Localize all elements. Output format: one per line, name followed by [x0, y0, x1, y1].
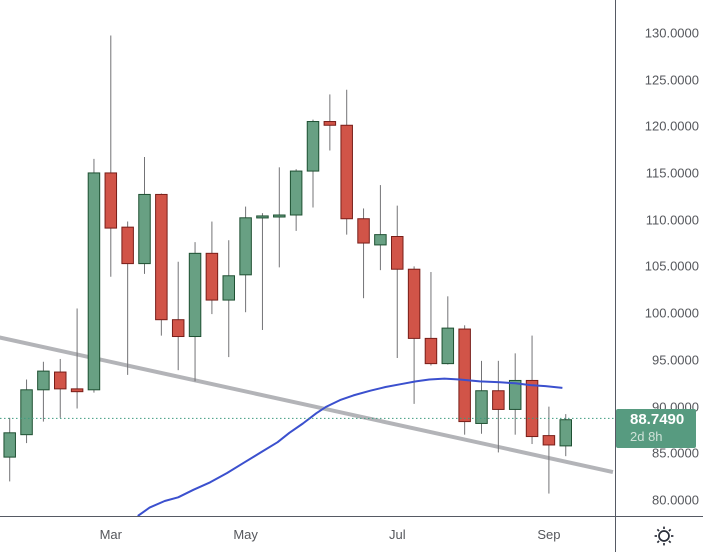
- ma-line: [137, 377, 563, 516]
- candle: [3, 417, 16, 482]
- candle: [273, 167, 286, 268]
- chart-plot-area[interactable]: [0, 0, 615, 516]
- price-axis-label: 105.0000: [644, 258, 699, 274]
- candle-body-down: [458, 328, 471, 423]
- candle: [475, 360, 488, 434]
- price-axis-label: 125.0000: [644, 72, 699, 87]
- candle-body-down: [391, 236, 404, 270]
- candle: [222, 240, 235, 358]
- candle-body-down: [205, 252, 219, 301]
- candle: [441, 296, 455, 365]
- bar-close-countdown: 2d 8h: [630, 428, 663, 444]
- candle: [155, 193, 168, 336]
- candle-body-down: [525, 379, 539, 438]
- candle-body-up: [222, 275, 235, 301]
- candle-body-down: [121, 226, 134, 265]
- trend-line[interactable]: [0, 335, 614, 475]
- candle-body-up: [20, 389, 33, 436]
- candle-body-up: [306, 121, 320, 172]
- candle: [306, 119, 320, 208]
- price-axis-label: 80.0000: [652, 492, 699, 508]
- time-axis-label: Sep: [537, 527, 561, 542]
- candle: [323, 94, 337, 151]
- candle: [374, 185, 387, 271]
- candle: [357, 208, 370, 299]
- price-axis-label: 115.0000: [645, 165, 699, 181]
- candle: [37, 361, 50, 422]
- current-price-badge: 88.7490 2d 8h: [616, 408, 696, 448]
- candle: [171, 261, 185, 371]
- price-axis-label: 100.0000: [644, 305, 699, 321]
- candle-body-down: [54, 371, 67, 390]
- price-axis-label: 85.0000: [652, 445, 699, 461]
- candle: [20, 379, 33, 444]
- time-axis-border: [0, 516, 703, 517]
- candlestick-chart[interactable]: [0, 0, 615, 516]
- candle: [542, 406, 556, 494]
- gear-icon: [654, 526, 674, 546]
- time-axis[interactable]: Mar May Jul Sep: [0, 517, 703, 552]
- candle-body-up: [3, 432, 16, 458]
- candle: [70, 308, 84, 409]
- chart-settings-button[interactable]: [651, 523, 677, 549]
- candle-body-down: [171, 319, 185, 338]
- candle: [508, 353, 522, 435]
- candle: [391, 205, 404, 359]
- candle-body-down: [70, 388, 84, 393]
- candle-body-up: [374, 234, 387, 246]
- candle-body-down: [357, 218, 370, 244]
- candle: [104, 35, 118, 277]
- time-axis-label: May: [233, 527, 258, 542]
- candle-body-up: [256, 215, 269, 219]
- candle: [138, 157, 151, 274]
- time-axis-label: Jul: [388, 527, 406, 542]
- time-axis-label: Mar: [99, 527, 122, 542]
- candle-body-down: [542, 435, 556, 446]
- candle-body-down: [155, 193, 168, 321]
- candle-body-up: [188, 252, 202, 338]
- candle: [289, 169, 303, 231]
- price-axis-label: 130.0000: [644, 25, 699, 41]
- candle-body-up: [559, 419, 572, 447]
- candle: [239, 206, 252, 313]
- candle-body-down: [104, 172, 118, 229]
- price-axis-border: [615, 0, 616, 552]
- candle-body-up: [138, 193, 151, 265]
- price-axis-label: 95.0000: [652, 352, 699, 368]
- candle: [256, 213, 269, 330]
- candle-body-up: [475, 390, 488, 424]
- candle: [188, 242, 202, 382]
- candle-body-up: [508, 379, 522, 410]
- current-price-value: 88.7490: [630, 410, 685, 428]
- price-axis-label: 120.0000: [644, 118, 699, 134]
- candle: [121, 221, 134, 375]
- candle-body-down: [492, 390, 505, 410]
- candle-body-down: [407, 268, 421, 339]
- candle-body-up: [87, 172, 101, 391]
- candle: [492, 360, 505, 453]
- price-axis-label: 110.0000: [645, 212, 699, 228]
- candle-body-up: [239, 217, 252, 276]
- candle: [559, 414, 572, 457]
- candle: [205, 221, 219, 315]
- candle: [54, 358, 67, 418]
- candle: [525, 335, 539, 445]
- candle-body-up: [289, 170, 303, 216]
- candle-body-down: [340, 124, 353, 220]
- candle: [340, 89, 353, 235]
- candle-body-up: [273, 214, 286, 218]
- candle-body-down: [424, 337, 438, 365]
- candle-body-up: [37, 370, 50, 391]
- candle: [87, 158, 101, 393]
- candle-body-up: [441, 327, 455, 365]
- candle-body-down: [323, 121, 337, 126]
- candle: [424, 272, 438, 366]
